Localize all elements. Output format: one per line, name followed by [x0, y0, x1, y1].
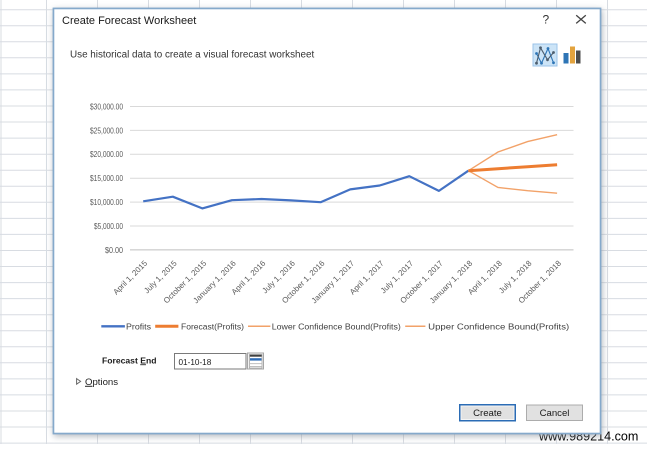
svg-text:$20,000.00: $20,000.00 [90, 150, 124, 159]
svg-text:Lower Confidence Bound(Profits: Lower Confidence Bound(Profits) [272, 321, 401, 331]
svg-text:$25,000.00: $25,000.00 [90, 126, 124, 135]
svg-text:$30,000.00: $30,000.00 [90, 102, 124, 111]
svg-text:Forecast(Profits): Forecast(Profits) [181, 321, 244, 331]
svg-text:Create: Create [473, 408, 502, 419]
svg-text:Options: Options [85, 377, 118, 388]
svg-text:$5,000.00: $5,000.00 [94, 222, 124, 231]
svg-text:?: ? [543, 13, 550, 27]
svg-text:$0.00: $0.00 [105, 246, 124, 255]
svg-text:01-10-18: 01-10-18 [179, 358, 212, 367]
svg-text:$15,000.00: $15,000.00 [90, 174, 124, 183]
svg-text:Profits: Profits [126, 321, 151, 331]
svg-text:Create Forecast Worksheet: Create Forecast Worksheet [62, 15, 196, 27]
svg-text:Cancel: Cancel [540, 408, 570, 419]
svg-text:Forecast End: Forecast End [102, 355, 156, 365]
svg-text:Upper Confidence Bound(Profits: Upper Confidence Bound(Profits) [428, 321, 569, 331]
svg-text:Use historical data to create: Use historical data to create a visual f… [70, 49, 315, 60]
svg-text:$10,000.00: $10,000.00 [90, 198, 124, 207]
